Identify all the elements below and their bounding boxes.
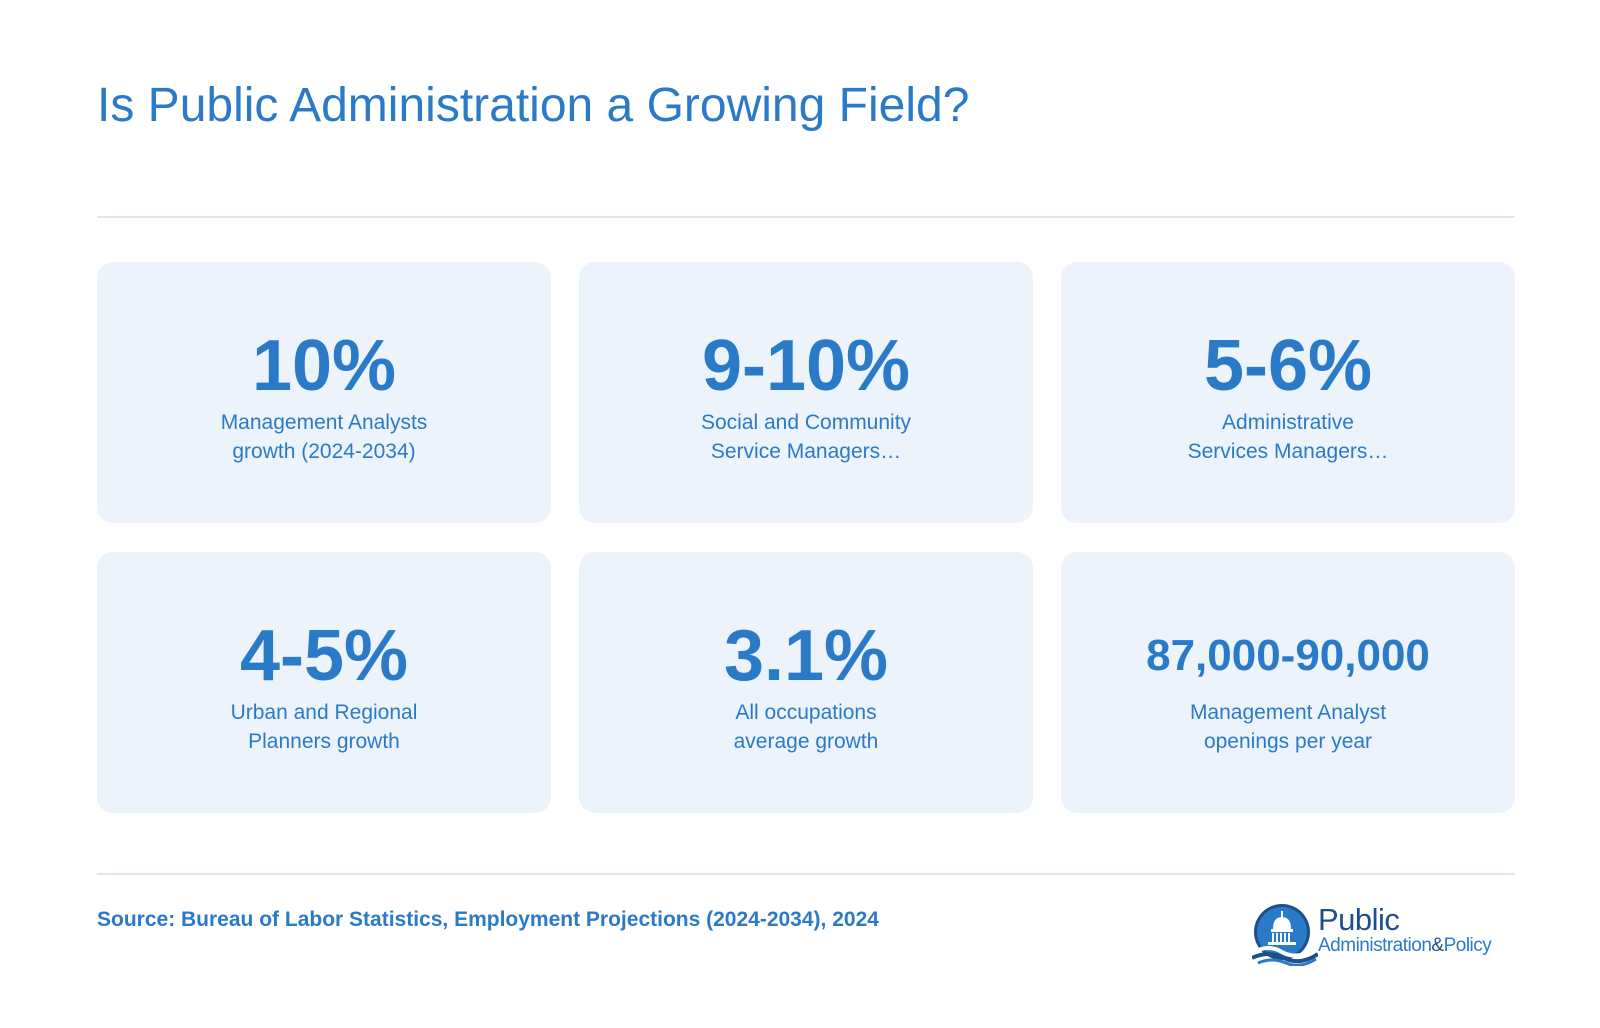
stats-grid: 10% Management Analysts growth (2024-203… <box>97 262 1515 813</box>
stat-label: Urban and Regional Planners growth <box>230 700 418 753</box>
brand-logo: Public Administration&Policy <box>1252 900 1522 970</box>
logo-wordmark-line1: Public <box>1318 902 1400 937</box>
source-citation: Source: Bureau of Labor Statistics, Empl… <box>97 908 879 931</box>
stat-card: 3.1% All occupations average growth <box>579 552 1033 813</box>
stat-card: 9-10% Social and Community Service Manag… <box>579 262 1033 523</box>
stat-value: 87,000-90,000 <box>1146 630 1430 680</box>
capitol-dome-icon <box>1252 904 1318 966</box>
stat-card: 5-6% Administrative Services Managers… <box>1061 262 1515 523</box>
stat-label: All occupations average growth <box>733 700 879 753</box>
stat-label: Management Analysts growth (2024-2034) <box>220 410 428 463</box>
stat-label: Social and Community Service Managers… <box>700 410 912 463</box>
top-divider <box>97 216 1515 218</box>
stat-value: 4-5% <box>239 615 409 696</box>
stat-card: 87,000-90,000 Management Analyst opening… <box>1061 552 1515 813</box>
stat-value: 3.1% <box>723 615 889 696</box>
stat-value: 10% <box>251 325 397 406</box>
stat-label: Management Analyst openings per year <box>1189 700 1387 753</box>
stat-value: 9-10% <box>701 325 911 406</box>
logo-wordmark-line2: Administration&Policy <box>1318 935 1492 957</box>
page-title: Is Public Administration a Growing Field… <box>97 79 970 132</box>
stat-card: 10% Management Analysts growth (2024-203… <box>97 262 551 523</box>
logo-ampersand: & <box>1431 935 1444 956</box>
logo-word-administration: Administration <box>1318 935 1432 956</box>
stat-card: 4-5% Urban and Regional Planners growth <box>97 552 551 813</box>
stat-value: 5-6% <box>1203 325 1373 406</box>
logo-word-policy: Policy <box>1443 935 1492 956</box>
bottom-divider <box>97 873 1515 875</box>
stat-label: Administrative Services Managers… <box>1187 410 1389 463</box>
